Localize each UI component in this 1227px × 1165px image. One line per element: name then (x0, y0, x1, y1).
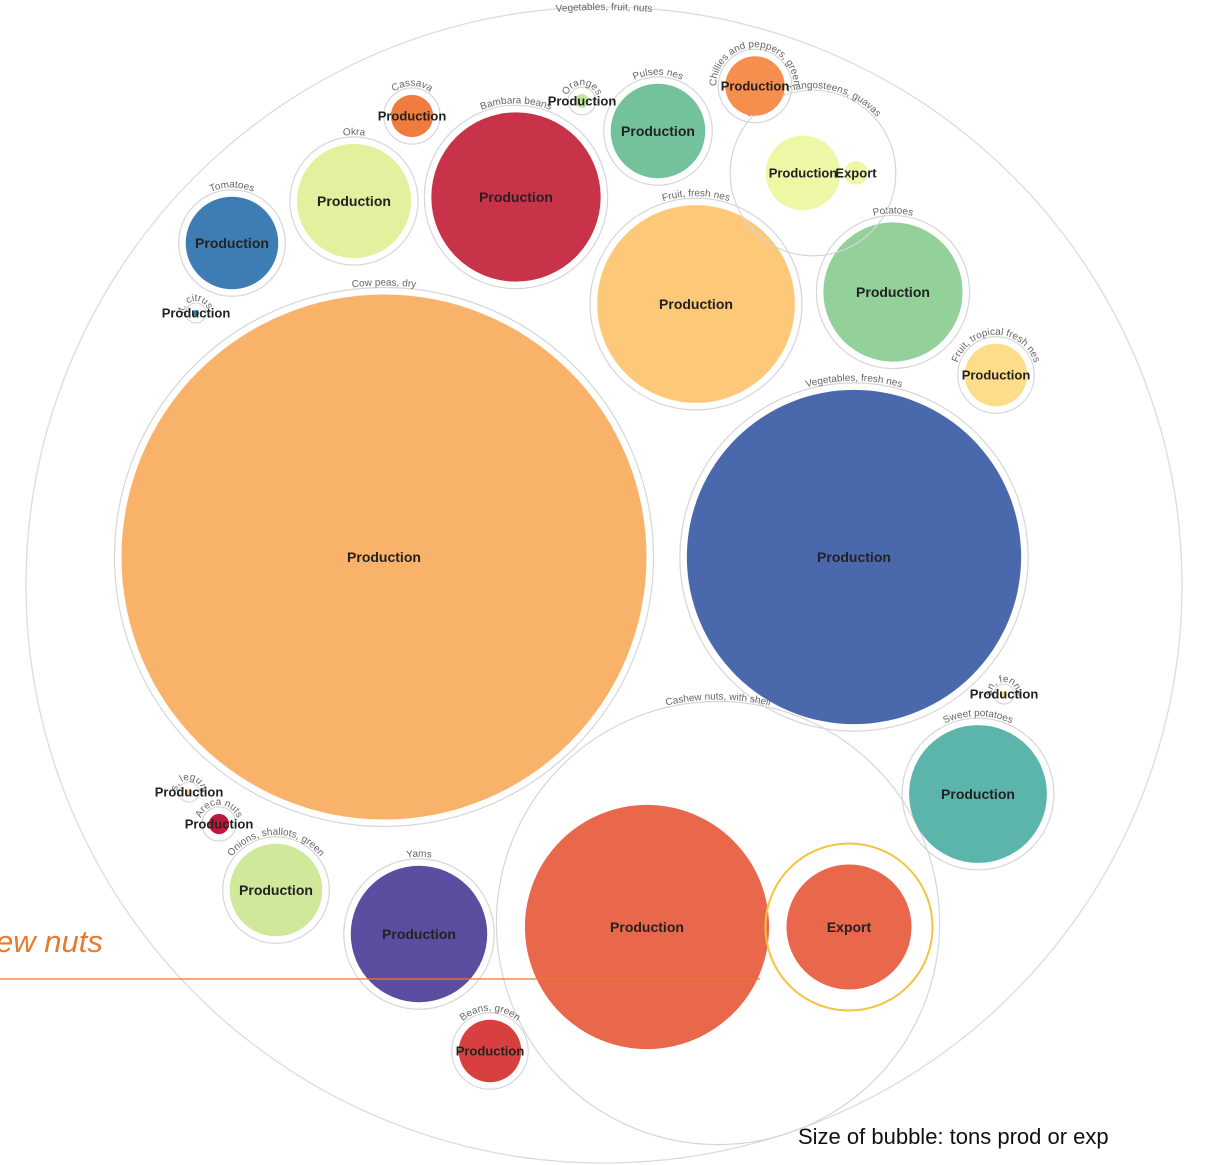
root-circle (25, 6, 1183, 1164)
bubble-potatoes-production[interactable] (823, 222, 963, 362)
bubble-fruit-citrus-nes-production[interactable] (192, 309, 200, 317)
group-ring-okra (289, 136, 419, 266)
bubble-cashew-nuts-with-shell-production[interactable] (524, 804, 770, 1050)
category-label-sweet-potatoes: Sweet potatoes (941, 708, 1014, 726)
bubble-tomatoes-production[interactable] (185, 196, 279, 290)
group-ring-vegetables-leguminous-nes (178, 781, 200, 803)
group-ring-chillies-and-peppers-green (717, 48, 793, 124)
bubble-anise-badian-fennel-coriander-production[interactable] (1000, 690, 1008, 698)
bubble-bambara-beans-production[interactable] (431, 112, 601, 282)
group-ring-vegetables-fresh-nes (679, 382, 1029, 732)
group-ring-potatoes (815, 214, 971, 370)
group-ring-tomatoes (178, 189, 286, 297)
bubble-label-vegetables-leguminous-nes-production: Production (155, 785, 224, 800)
bubble-label-tomatoes-production: Production (195, 235, 269, 251)
category-label-fruit-fresh-nes: Fruit, fresh nes (661, 188, 731, 204)
group-ring-fruit-citrus-nes (185, 302, 207, 324)
bubble-sweet-potatoes-production[interactable] (909, 725, 1047, 863)
bubble-cassava-production[interactable] (390, 94, 434, 138)
bubble-pulses-nes-production[interactable] (610, 83, 706, 179)
group-ring-mangoes-mangosteens-guavas (729, 89, 897, 257)
group-ring-cassava (383, 87, 441, 145)
bubble-vegetables-leguminous-nes-production[interactable] (185, 788, 193, 796)
group-ring-bambara-beans (423, 104, 609, 290)
category-label-vegetables-fresh-nes: Vegetables, fresh nes (804, 373, 903, 390)
group-ring-cow-peas-dry (113, 286, 655, 828)
bubble-chillies-and-peppers-green-production[interactable] (725, 56, 785, 116)
category-label-cow-peas-dry: Cow peas, dry (351, 277, 416, 290)
bubble-label-cow-peas-dry-production: Production (347, 549, 421, 565)
bubble-vegetables-fresh-nes-production[interactable] (686, 389, 1022, 725)
bubble-fruit-tropical-fresh-nes-production[interactable] (964, 343, 1028, 407)
bubble-onions-shallots-green-production[interactable] (229, 843, 323, 937)
root-label: Vegetables, fruit, nuts (555, 2, 652, 15)
bubble-label-cashew-nuts-with-shell-export: Export (827, 919, 872, 935)
category-label-potatoes: Potatoes (872, 205, 914, 218)
category-label-bambara-beans: Bambara beans (479, 95, 553, 112)
bubble-beans-green-production[interactable] (458, 1019, 522, 1083)
bubble-label-vegetables-fresh-nes-production: Production (817, 549, 891, 565)
bubble-label-mangoes-mangosteens-guavas-production: Production (769, 166, 838, 181)
bubble-label-anise-badian-fennel-coriander-production: Production (970, 687, 1039, 702)
group-ring-anise-badian-fennel-coriander (993, 683, 1015, 705)
group-ring-cashew-nuts-with-shell (495, 700, 941, 1146)
group-ring-pulses-nes (603, 76, 713, 186)
bubble-label-onions-shallots-green-production: Production (239, 882, 313, 898)
bubble-label-pulses-nes-production: Production (621, 123, 695, 139)
bubble-label-cassava-production: Production (378, 109, 447, 124)
group-ring-fruit-tropical-fresh-nes (957, 336, 1035, 414)
category-label-cashew-nuts-with-shell: Cashew nuts, with shell (664, 691, 771, 708)
group-ring-areca-nuts (201, 806, 237, 842)
bubble-label-fruit-tropical-fresh-nes-production: Production (962, 368, 1031, 383)
bubble-okra-production[interactable] (296, 143, 412, 259)
bubble-label-yams-production: Production (382, 926, 456, 942)
category-label-cassava: Cassava (390, 78, 435, 95)
group-ring-beans-green (451, 1012, 529, 1090)
group-ring-yams (343, 858, 495, 1010)
bubble-label-potatoes-production: Production (856, 284, 930, 300)
bubble-areca-nuts-production[interactable] (208, 813, 230, 835)
bubble-label-beans-green-production: Production (456, 1044, 525, 1059)
bubble-fruit-fresh-nes-production[interactable] (597, 205, 795, 403)
category-label-tomatoes: Tomatoes (208, 180, 256, 195)
bubble-mangoes-mangosteens-guavas-export[interactable] (844, 161, 868, 185)
category-label-yams: Yams (406, 849, 433, 861)
bubble-cow-peas-dry-production[interactable] (121, 294, 647, 820)
bubble-mangoes-mangosteens-guavas-production[interactable] (765, 135, 841, 211)
bubble-label-chillies-and-peppers-green-production: Production (721, 79, 790, 94)
bubble-label-fruit-fresh-nes-production: Production (659, 296, 733, 312)
bubble-label-okra-production: Production (317, 193, 391, 209)
bubble-cashew-nuts-with-shell-export[interactable] (786, 864, 912, 990)
size-note: Size of bubble: tons prod or exp (798, 1124, 1109, 1149)
bubble-yams-production[interactable] (350, 865, 488, 1003)
highlight-ring (764, 842, 934, 1012)
group-ring-sweet-potatoes (901, 717, 1055, 871)
bubble-label-sweet-potatoes-production: Production (941, 786, 1015, 802)
group-ring-oranges (567, 86, 597, 116)
bubble-oranges-production[interactable] (575, 94, 589, 108)
group-ring-fruit-fresh-nes (589, 197, 803, 411)
bubble-label-areca-nuts-production: Production (185, 817, 254, 832)
category-label-okra: Okra (342, 127, 366, 139)
bubble-label-cashew-nuts-with-shell-production: Production (610, 919, 684, 935)
bubble-label-oranges-production: Production (548, 94, 617, 109)
category-label-pulses-nes: Pulses nes (631, 67, 685, 83)
group-ring-onions-shallots-green (222, 836, 330, 944)
bubble-label-fruit-citrus-nes-production: Production (162, 306, 231, 321)
bubble-label-bambara-beans-production: Production (479, 189, 553, 205)
bubble-label-mangoes-mangosteens-guavas-export: Export (835, 166, 877, 181)
annotation-label: ew nuts (0, 924, 103, 959)
